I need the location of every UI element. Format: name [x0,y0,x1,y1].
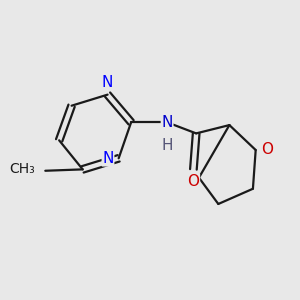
Text: O: O [261,142,273,158]
Text: O: O [188,174,200,189]
Text: CH₃: CH₃ [9,162,35,176]
Text: N: N [102,75,113,90]
Text: N: N [161,115,173,130]
Text: H: H [161,137,173,152]
Text: N: N [102,151,114,166]
